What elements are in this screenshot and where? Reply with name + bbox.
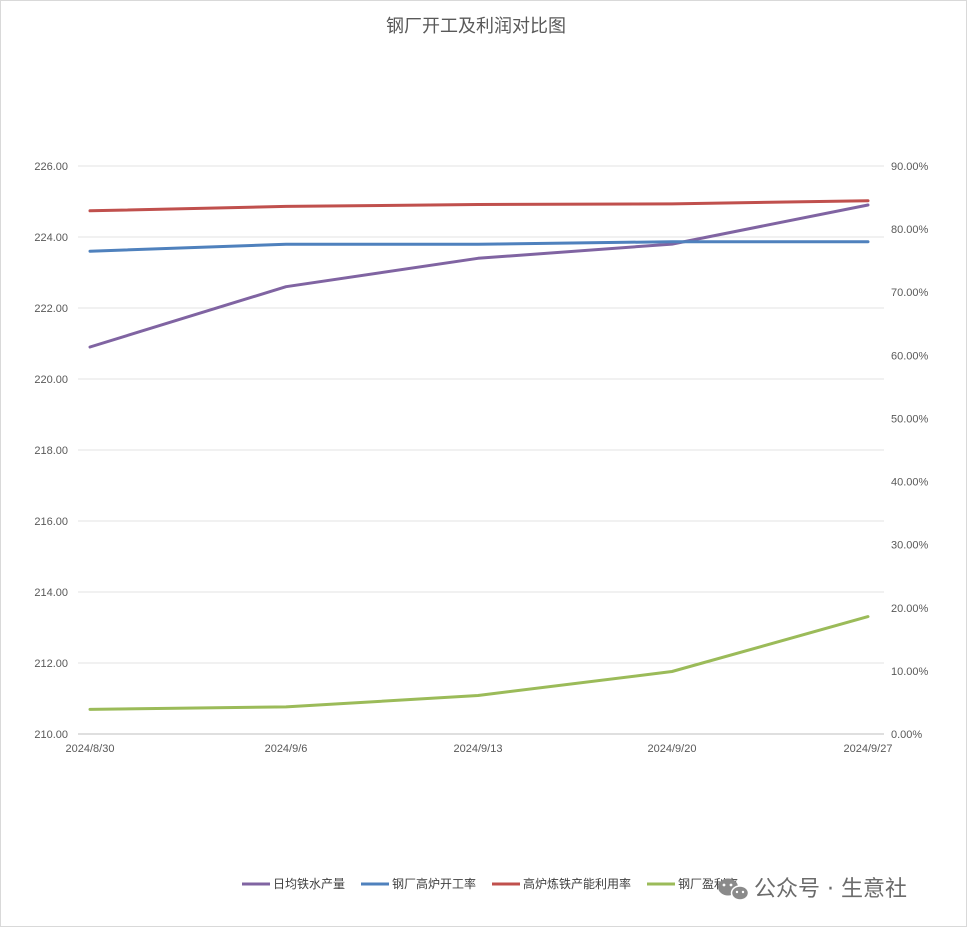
x-tick-label: 2024/9/13 xyxy=(454,743,503,755)
right-tick-label: 0.00% xyxy=(891,729,922,741)
x-tick-label: 2024/8/30 xyxy=(66,743,115,755)
left-tick-label: 222.00 xyxy=(34,303,68,315)
legend-label: 钢厂高炉开工率 xyxy=(392,876,476,891)
left-axis: 210.00 212.00 214.00 216.00 218.00 220.00 222.… xyxy=(34,161,68,741)
right-tick-label: 70.00% xyxy=(891,287,929,299)
series-line-3 xyxy=(88,615,870,711)
series-lines xyxy=(88,199,870,711)
right-tick-label: 30.00% xyxy=(891,540,929,552)
left-tick-label: 212.00 xyxy=(34,658,68,670)
series-line-0 xyxy=(88,203,870,349)
watermark-text: 公众号 · 生意社 xyxy=(754,877,907,902)
left-tick-label: 210.00 xyxy=(34,729,68,741)
x-tick-label: 2024/9/20 xyxy=(648,743,697,755)
right-tick-label: 50.00% xyxy=(891,413,929,425)
series-line-1 xyxy=(88,240,870,253)
series-line-2 xyxy=(88,199,870,213)
left-tick-label: 220.00 xyxy=(34,374,68,386)
wechat-icon xyxy=(718,878,750,901)
legend-label: 高炉炼铁产能利用率 xyxy=(523,876,631,891)
legend: 日均铁水产量 钢厂高炉开工率 高炉炼铁产能利用率 钢厂盈利率 xyxy=(242,876,738,891)
right-tick-label: 80.00% xyxy=(891,224,929,236)
right-tick-label: 40.00% xyxy=(891,477,929,489)
right-tick-label: 20.00% xyxy=(891,603,929,615)
right-tick-label: 10.00% xyxy=(891,666,929,678)
left-tick-label: 224.00 xyxy=(34,232,68,244)
watermark: 公众号 · 生意社 xyxy=(718,877,907,902)
left-tick-label: 226.00 xyxy=(34,161,68,173)
x-axis: 2024/8/30 2024/9/6 2024/9/13 2024/9/20 2024/… xyxy=(66,743,893,755)
left-tick-label: 218.00 xyxy=(34,445,68,457)
left-tick-label: 216.00 xyxy=(34,516,68,528)
x-tick-label: 2024/9/27 xyxy=(844,743,893,755)
legend-label: 日均铁水产量 xyxy=(273,877,345,891)
right-tick-label: 90.00% xyxy=(891,161,929,173)
right-axis: 0.00% 10.00% 20.00% 30.00% 40.00% 50.00% 60.00… xyxy=(891,161,929,741)
chart-title: 钢厂开工及利润对比图 xyxy=(386,16,566,37)
right-tick-label: 60.00% xyxy=(891,350,929,362)
left-tick-label: 214.00 xyxy=(34,587,68,599)
x-tick-label: 2024/9/6 xyxy=(265,743,308,755)
